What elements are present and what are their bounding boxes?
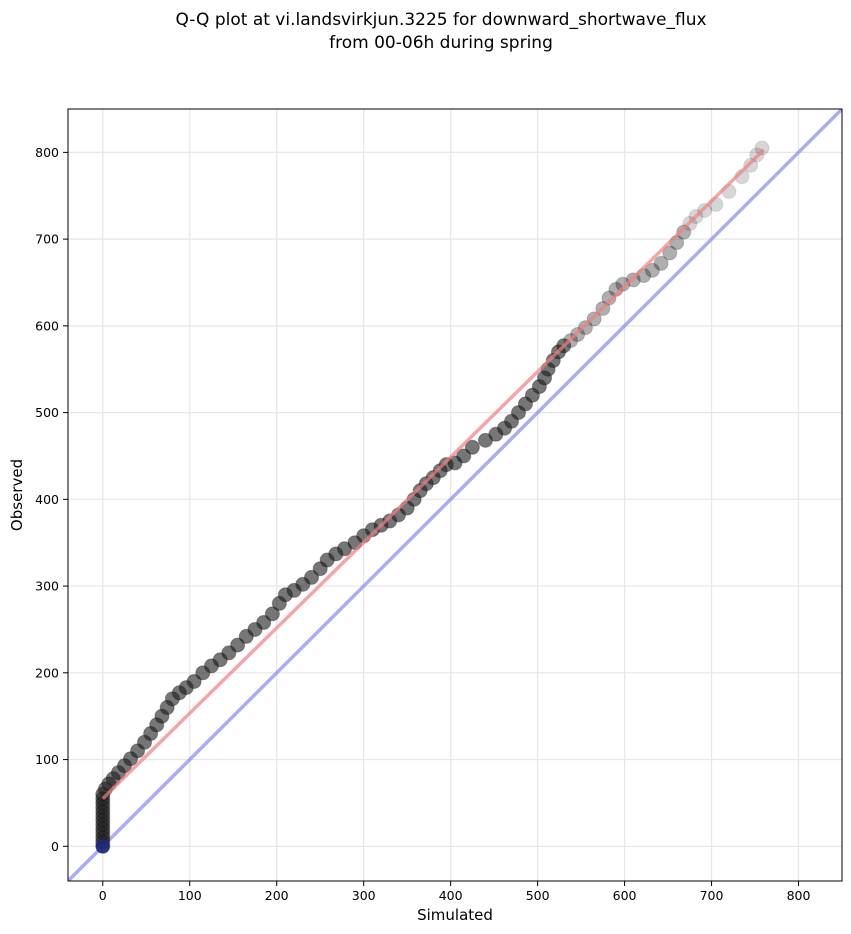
identity-line (68, 109, 842, 881)
data-point (230, 637, 246, 653)
y-tick-label: 100 (35, 752, 59, 767)
x-tick-label: 0 (99, 888, 107, 903)
y-tick-label: 500 (35, 405, 59, 420)
data-point (754, 140, 770, 156)
y-tick-label: 700 (35, 232, 59, 247)
x-tick-label: 800 (787, 888, 811, 903)
data-point (304, 569, 320, 585)
plot-frame (67, 108, 843, 882)
data-point (577, 320, 593, 336)
data-point (186, 673, 202, 689)
fit-line (101, 148, 765, 800)
y-tick-label: 600 (35, 318, 59, 333)
data-point (644, 262, 660, 278)
data-point-origin (95, 839, 110, 854)
y-tick-label: 0 (51, 839, 59, 854)
x-tick-label: 100 (178, 888, 202, 903)
y-tick-label: 800 (35, 145, 59, 160)
y-tick-label: 300 (35, 579, 59, 594)
data-point (586, 311, 602, 327)
data-point (256, 615, 272, 631)
data-point (264, 606, 280, 622)
y-tick-label: 200 (35, 665, 59, 680)
data-point (615, 276, 631, 292)
x-tick-label: 500 (526, 888, 550, 903)
chart-title-line-1: Q-Q plot at vi.landsvirkjun.3225 for dow… (175, 10, 706, 30)
x-axis-label: Simulated (417, 906, 493, 924)
data-point (662, 245, 678, 261)
data-point (464, 439, 480, 455)
x-tick-label: 700 (700, 888, 724, 903)
x-tick-label: 400 (439, 888, 463, 903)
x-tick-label: 200 (265, 888, 289, 903)
data-point (601, 290, 617, 306)
plot-area (68, 109, 842, 881)
data-point (697, 202, 713, 218)
x-tick-label: 300 (352, 888, 376, 903)
y-axis-ticks: 0 100 200 300 400 500 600 700 800 (35, 145, 68, 854)
x-axis-ticks: 0 100 200 300 400 500 600 700 800 (99, 881, 811, 903)
data-point (653, 255, 669, 271)
chart-title-line-2: from 00-06h during spring (329, 33, 553, 53)
data-point (743, 157, 759, 173)
data-point (456, 448, 472, 464)
y-tick-label: 400 (35, 492, 59, 507)
y-axis-label: Observed (8, 459, 26, 531)
x-tick-label: 600 (613, 888, 637, 903)
data-point (676, 224, 692, 240)
